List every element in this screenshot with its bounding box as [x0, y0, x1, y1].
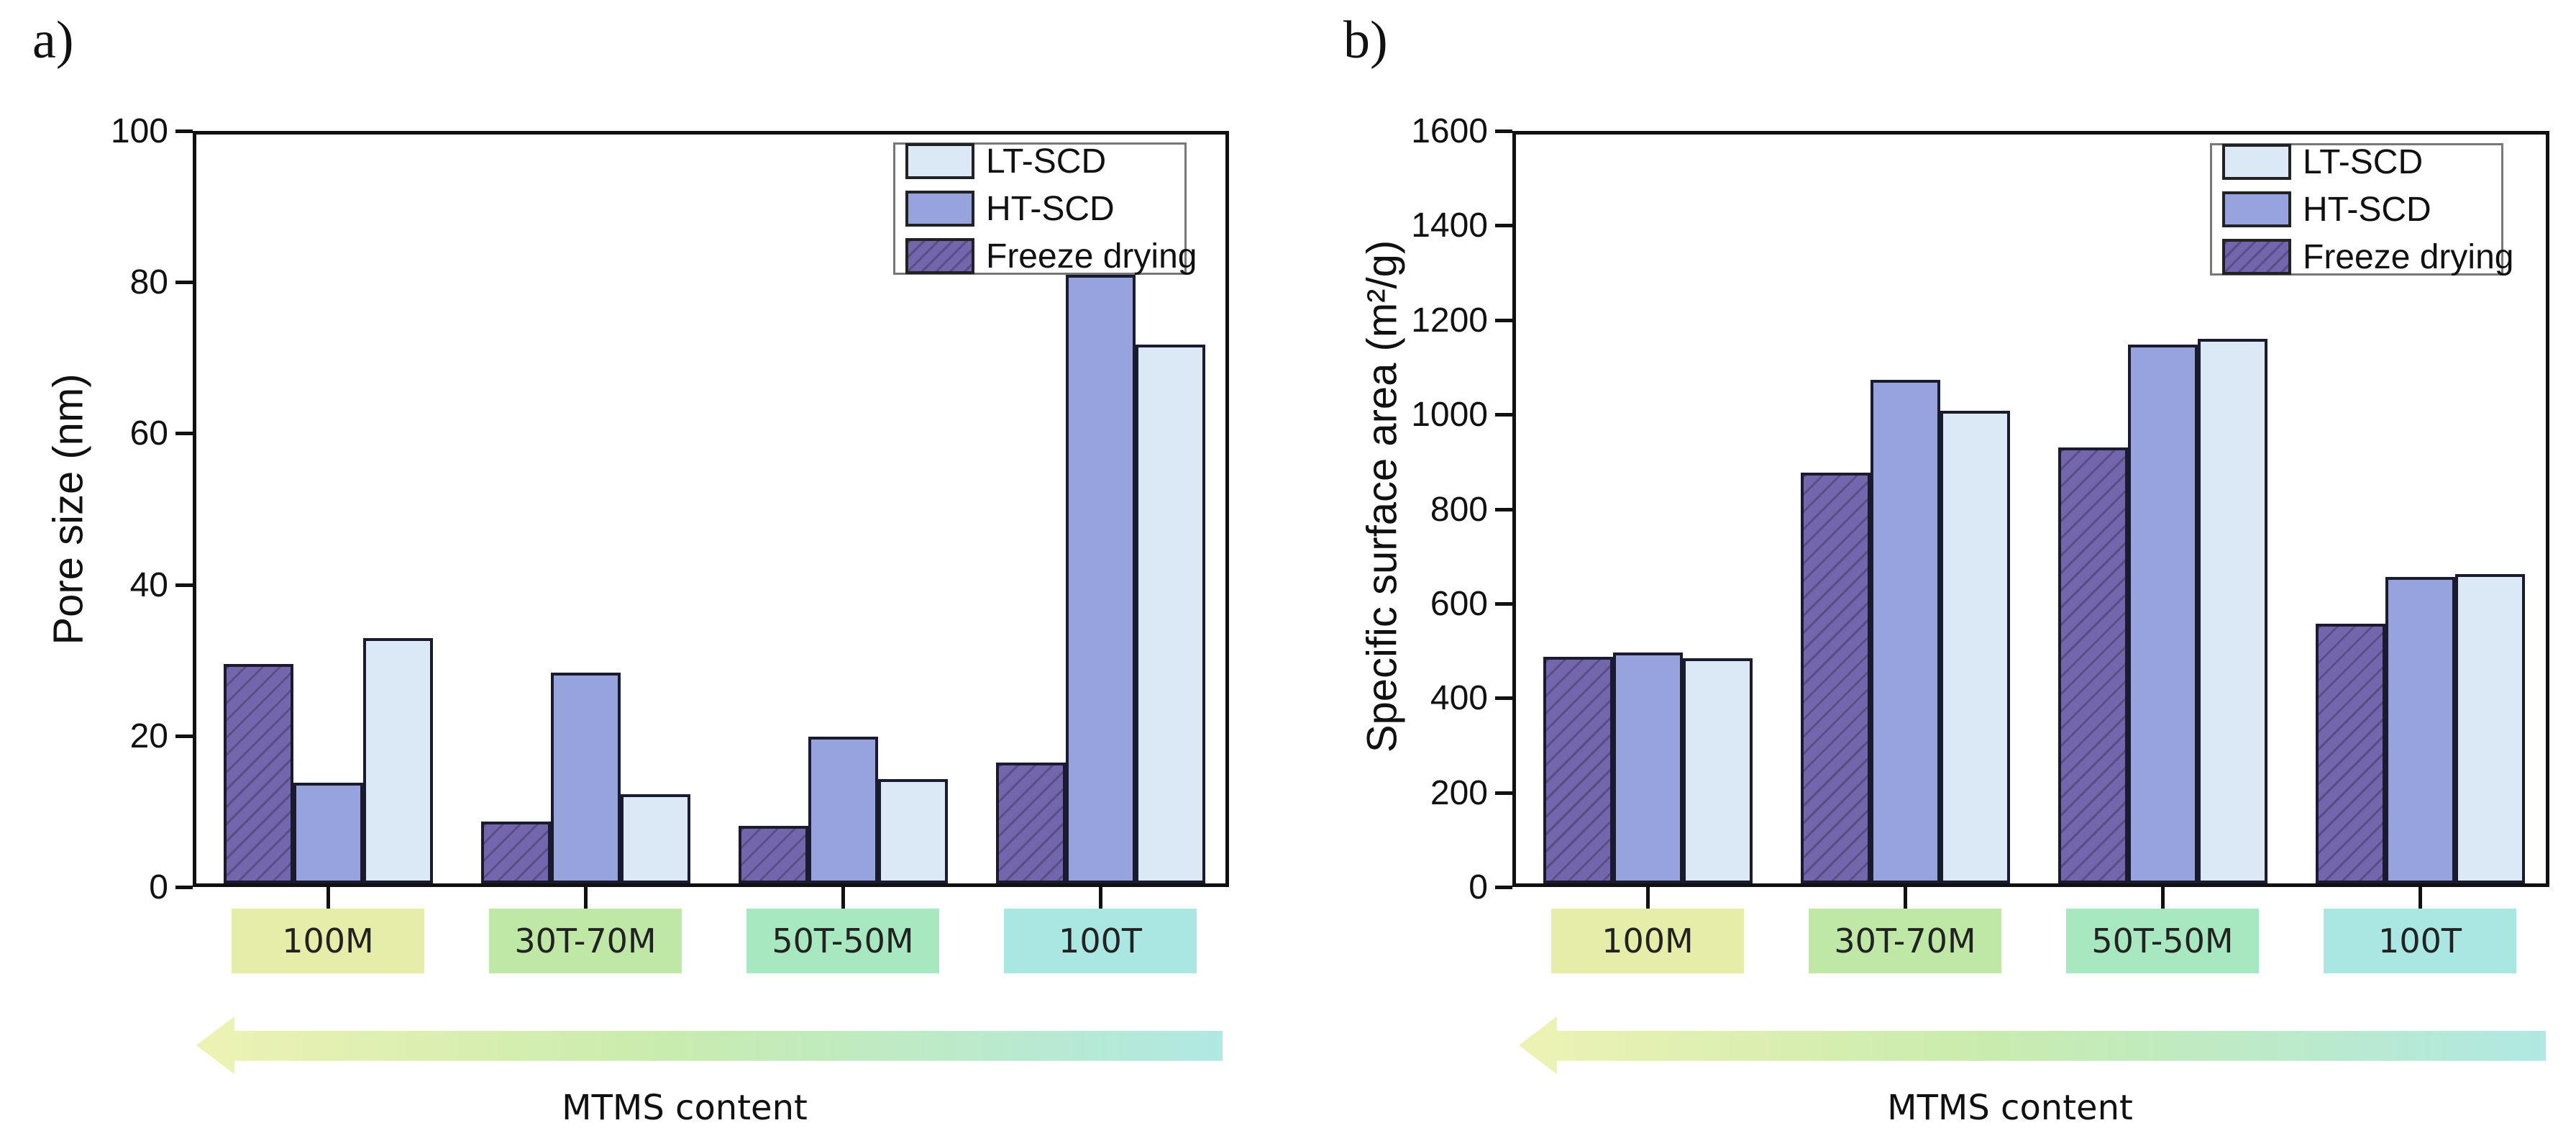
y-tick-label-b: 400 [1430, 679, 1488, 718]
legend-row-freeze-drying: Freeze drying [905, 237, 1197, 276]
bar-lt-scd-50t-50m [2197, 339, 2267, 883]
category-box-50t-50m: 50T-50M [746, 909, 939, 973]
bar-ht-scd-50t-50m [2127, 345, 2198, 883]
y-tick-label-b: 800 [1430, 490, 1488, 529]
y-tick-a [175, 432, 193, 436]
category-box-100t: 100T [2324, 909, 2516, 973]
bar-lt-scd-100m [1682, 658, 1753, 883]
x-tick-b [1904, 887, 1907, 913]
bar-freeze-drying-100t [995, 762, 1066, 883]
legend-row-ht-scd: HT-SCD [2222, 190, 2491, 229]
bar-lt-scd-30t-70m [1940, 411, 2010, 883]
y-tick-b [1495, 507, 1512, 511]
y-tick-label-a: 80 [129, 263, 168, 302]
y-tick-b [1495, 413, 1512, 417]
y-tick-b [1495, 318, 1512, 322]
x-tick-b [2161, 887, 2165, 913]
legend-a: LT-SCD HT-SCD Freeze drying [893, 142, 1197, 276]
y-tick-a [175, 734, 193, 738]
bar-freeze-drying-50t-50m [738, 826, 808, 883]
category-box-100t: 100T [1004, 909, 1197, 973]
bar-ht-scd-100m [293, 783, 363, 883]
legend-label-ht-scd: HT-SCD [986, 189, 1115, 228]
y-tick-label-b: 1000 [1411, 396, 1488, 435]
y-tick-b [1495, 886, 1512, 889]
legend-label-freeze-drying: Freeze drying [2303, 237, 2514, 276]
bar-freeze-drying-100m [1543, 656, 1613, 883]
y-tick-b [1495, 696, 1512, 701]
y-tick-label-a: 0 [149, 868, 168, 906]
y-tick-label-b: 1200 [1411, 301, 1488, 340]
y-tick-b [1495, 601, 1512, 606]
bar-ht-scd-50t-50m [808, 737, 878, 883]
legend-label-ht-scd: HT-SCD [2303, 190, 2431, 229]
y-tick-b [1495, 129, 1512, 133]
panel-b-label: b) [1343, 11, 1388, 70]
y-tick-label-b: 1400 [1411, 206, 1488, 245]
bar-freeze-drying-50t-50m [2057, 447, 2128, 883]
bar-freeze-drying-30t-70m [1800, 472, 1871, 883]
y-tick-b [1495, 791, 1512, 795]
y-tick-a [175, 129, 193, 133]
y-tick-label-a: 100 [110, 112, 168, 150]
y-tick-label-a: 20 [129, 717, 168, 755]
x-tick-a [326, 887, 330, 913]
legend-swatch-freeze-drying [2222, 239, 2291, 275]
legend-label-lt-scd: LT-SCD [986, 142, 1107, 181]
bar-ht-scd-100t [2385, 577, 2455, 883]
bar-lt-scd-30t-70m [620, 793, 690, 883]
category-box-100m: 100M [232, 909, 424, 973]
x-tick-a [584, 887, 588, 913]
legend-b: LT-SCD HT-SCD Freeze drying [2210, 142, 2513, 277]
y-tick-b [1495, 224, 1512, 228]
bar-lt-scd-100t [2454, 574, 2525, 883]
panel-a-label: a) [32, 11, 74, 70]
y-tick-label-b: 1600 [1411, 112, 1488, 150]
bar-ht-scd-100m [1612, 652, 1683, 883]
x-tick-a [841, 887, 845, 913]
legend-row-lt-scd: LT-SCD [905, 142, 1174, 181]
legend-swatch-lt-scd [2222, 144, 2291, 180]
y-tick-a [175, 281, 193, 285]
panel-a-arrow-label: MTMS content [562, 1088, 808, 1128]
y-tick-label-a: 40 [129, 565, 168, 604]
x-tick-b [2419, 887, 2422, 913]
panel-b-arrow-label: MTMS content [1887, 1088, 2133, 1128]
y-tick-label-a: 60 [129, 414, 168, 453]
bar-freeze-drying-30t-70m [480, 821, 551, 883]
category-box-50t-50m: 50T-50M [2066, 909, 2259, 973]
x-tick-a [1099, 887, 1102, 913]
y-tick-label-b: 0 [1469, 868, 1488, 906]
y-tick-a [175, 886, 193, 889]
bar-lt-scd-100m [362, 638, 433, 883]
legend-swatch-freeze-drying [905, 238, 974, 274]
category-box-30t-70m: 30T-70M [489, 909, 682, 973]
legend-label-lt-scd: LT-SCD [2303, 142, 2424, 181]
bar-lt-scd-50t-50m [877, 778, 948, 883]
category-box-100m: 100M [1551, 909, 1744, 973]
legend-row-lt-scd: LT-SCD [2222, 142, 2491, 182]
x-tick-b [1646, 887, 1650, 913]
legend-label-freeze-drying: Freeze drying [986, 237, 1197, 276]
y-tick-label-b: 200 [1430, 773, 1488, 812]
bar-ht-scd-100t [1065, 274, 1136, 883]
legend-swatch-lt-scd [905, 143, 974, 179]
legend-row-freeze-drying: Freeze drying [2222, 237, 2513, 277]
bar-lt-scd-100t [1135, 344, 1205, 883]
category-box-30t-70m: 30T-70M [1809, 909, 2001, 973]
bar-ht-scd-30t-70m [550, 672, 621, 883]
legend-swatch-ht-scd [2222, 191, 2291, 227]
bar-freeze-drying-100m [223, 664, 293, 883]
bar-ht-scd-30t-70m [1870, 380, 1940, 883]
bar-freeze-drying-100t [2315, 623, 2385, 883]
y-tick-a [175, 583, 193, 587]
y-tick-label-b: 600 [1430, 584, 1488, 623]
legend-row-ht-scd: HT-SCD [905, 189, 1174, 229]
legend-swatch-ht-scd [905, 191, 974, 227]
